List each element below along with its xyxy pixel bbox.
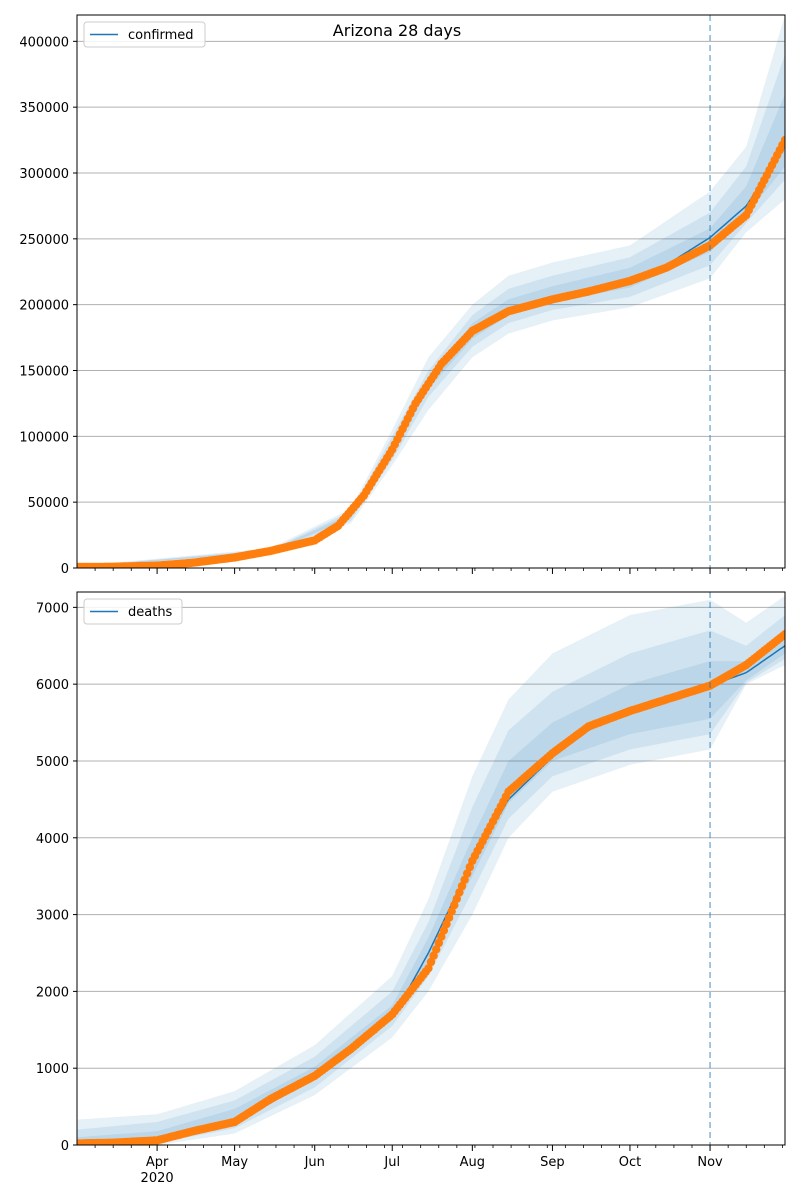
y-tick-label: 6000 xyxy=(36,678,69,693)
observed-point xyxy=(460,875,469,884)
plot-area xyxy=(77,15,785,568)
legend: deaths xyxy=(83,598,183,625)
observed-point xyxy=(450,900,459,910)
observed-point xyxy=(780,135,785,145)
observed-point xyxy=(429,951,438,960)
axes-frame xyxy=(76,591,786,1146)
y-tick-label: 7000 xyxy=(36,601,69,616)
y-tick-label: 0 xyxy=(61,562,69,577)
legend-box xyxy=(83,598,183,625)
observed-point xyxy=(457,881,467,891)
observed-point xyxy=(432,945,441,954)
legend-label: deaths xyxy=(128,605,173,620)
legend-box xyxy=(83,21,206,48)
legend-label: confirmed xyxy=(128,28,194,43)
y-tick-label: 3000 xyxy=(36,909,69,924)
uncertainty-band xyxy=(77,15,785,568)
x-tick-label: Sep xyxy=(540,1155,565,1170)
uncertainty-band xyxy=(77,94,785,568)
observed-point xyxy=(455,888,464,897)
y-tick-label: 300000 xyxy=(19,167,69,182)
y-tick-label: 350000 xyxy=(19,101,69,116)
observed-point xyxy=(437,932,446,941)
x-tick-label: Jul xyxy=(383,1155,400,1170)
y-tick-label: 400000 xyxy=(19,35,69,50)
y-tick-label: 50000 xyxy=(28,496,69,511)
x-year-label: 2020 xyxy=(141,1171,174,1186)
deaths-panel: 0 1000 2000 3000 4000 5000 6000 7000 Apr May Jun Ju… xyxy=(36,591,786,1186)
observed-point xyxy=(424,964,433,973)
y-tick-label: 4000 xyxy=(36,832,69,847)
x-tick-label: Apr xyxy=(146,1155,169,1170)
uncertainty-band xyxy=(77,54,785,568)
x-tick-label: Aug xyxy=(460,1155,485,1170)
x-tick-label: Oct xyxy=(619,1155,641,1170)
legend: confirmed xyxy=(83,21,206,48)
x-tick-label: Nov xyxy=(697,1155,723,1170)
y-tick-label: 250000 xyxy=(19,233,69,248)
observed-point xyxy=(439,926,449,935)
observed-point xyxy=(434,938,443,948)
y-tick-label: 150000 xyxy=(19,365,69,380)
uncertainty-band xyxy=(77,595,785,1145)
y-tick-label: 100000 xyxy=(19,430,69,445)
axes-frame xyxy=(76,14,786,569)
y-tick-label: 0 xyxy=(61,1139,69,1154)
figure-title: Arizona 28 days xyxy=(333,21,461,40)
observed-point xyxy=(463,869,472,878)
observed-point xyxy=(426,957,436,967)
observed-point xyxy=(442,919,451,929)
observed-point xyxy=(444,913,454,922)
observed-point xyxy=(447,907,456,916)
x-tick-label: May xyxy=(221,1155,248,1170)
x-tick-label: Jun xyxy=(304,1155,325,1170)
confirmed-panel: 0 50000 100000 150000 200000 250000 300000 3500… xyxy=(19,14,786,577)
y-tick-label: 1000 xyxy=(36,1062,69,1077)
plot-area xyxy=(77,595,785,1145)
y-tick-label: 200000 xyxy=(19,299,69,314)
observed-point xyxy=(465,862,474,872)
y-tick-label: 5000 xyxy=(36,755,69,770)
uncertainty-band xyxy=(77,615,785,1145)
y-tick-label: 2000 xyxy=(36,985,69,1000)
observed-point xyxy=(452,894,461,903)
observed-point xyxy=(780,630,785,639)
